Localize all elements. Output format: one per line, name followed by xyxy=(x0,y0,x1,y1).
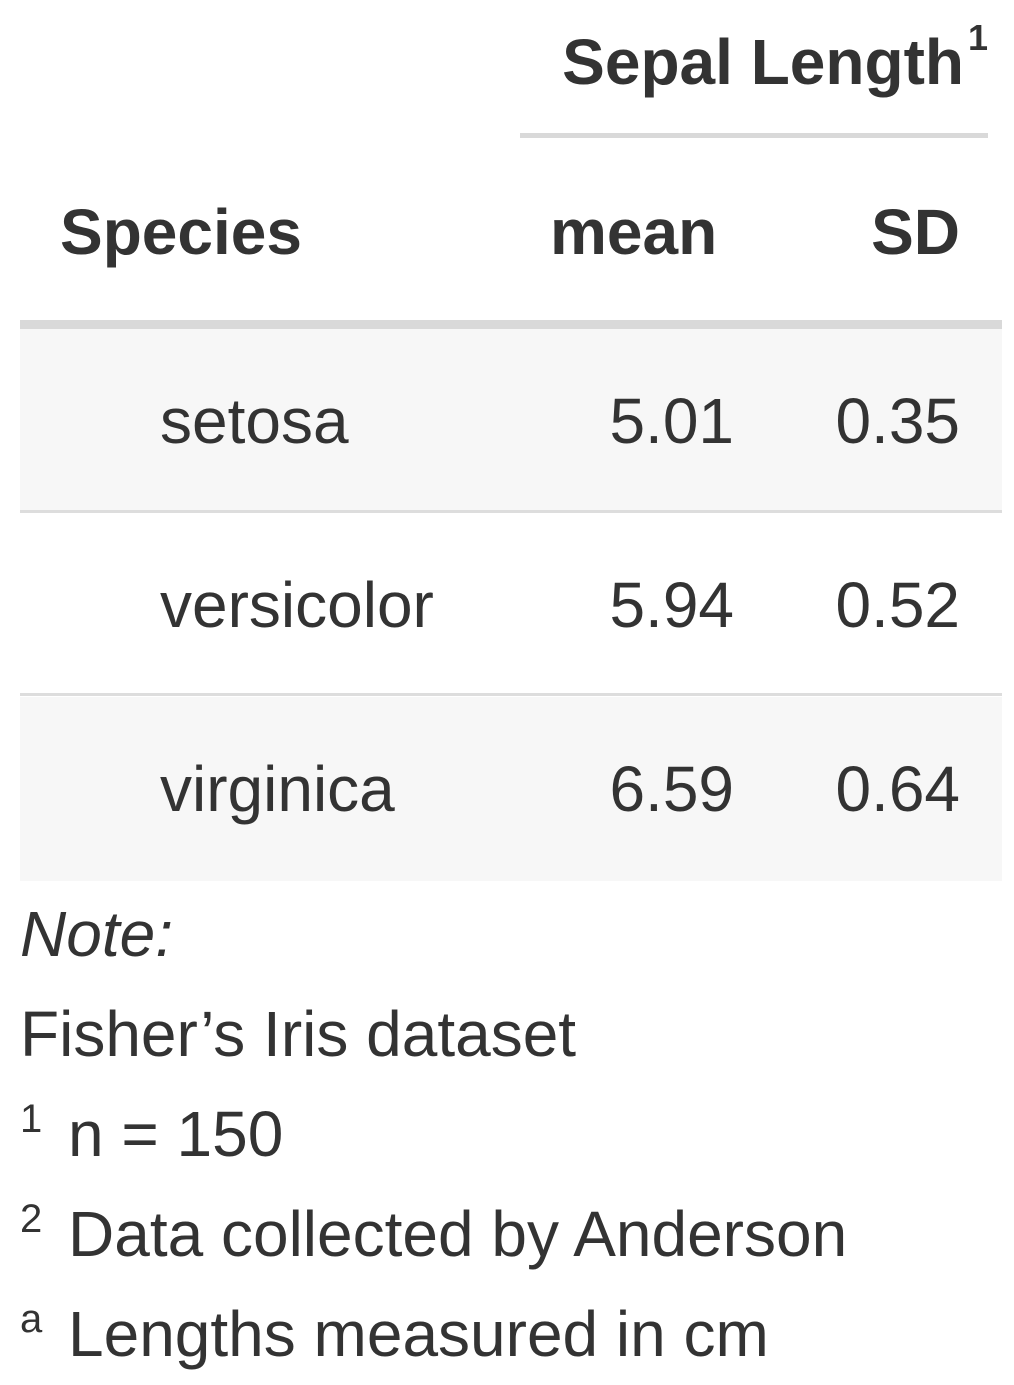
footnote-text: Data collected by Anderson xyxy=(68,1198,848,1270)
sd-cell: 0.35 xyxy=(835,385,960,457)
footnote-mark: 1 xyxy=(20,1097,43,1141)
row-divider xyxy=(20,510,1002,513)
footnote: 1 n = 150 xyxy=(20,1092,283,1185)
row-divider xyxy=(20,693,1002,696)
footnote-mark: 2 xyxy=(20,1197,43,1241)
column-spanner: Sepal Length 1 xyxy=(520,17,988,114)
spanner-footnote-mark: 1 xyxy=(967,17,988,58)
table-row: setosa 5.01 0.35 xyxy=(20,329,1002,513)
note-text: Fisher’s Iris dataset xyxy=(20,998,577,1070)
spanner-label: Sepal Length xyxy=(562,26,964,98)
species-cell: virginica xyxy=(160,753,395,825)
footnote-text: Lengths measured in cm xyxy=(68,1298,769,1370)
footnote: 2 Data collected by Anderson xyxy=(20,1192,847,1285)
spanner-rule xyxy=(520,133,988,138)
footnote-text: n = 150 xyxy=(68,1098,284,1170)
table-row: virginica 6.59 0.64 xyxy=(20,697,1002,881)
sd-cell: 0.64 xyxy=(835,753,960,825)
mean-cell: 5.01 xyxy=(609,385,734,457)
column-header-species: Species xyxy=(60,196,302,268)
species-cell: versicolor xyxy=(160,569,434,641)
header-rule xyxy=(20,320,1002,329)
mean-cell: 6.59 xyxy=(609,753,734,825)
footnote-mark: a xyxy=(20,1297,43,1341)
column-header-sd: SD xyxy=(871,196,960,268)
column-header-mean: mean xyxy=(550,196,718,268)
footnote: a Lengths measured in cm xyxy=(20,1292,769,1385)
note-label: Note: xyxy=(20,898,173,970)
species-cell: setosa xyxy=(160,385,349,457)
table-row: versicolor 5.94 0.52 xyxy=(20,513,1002,697)
mean-cell: 5.94 xyxy=(609,569,734,641)
sd-cell: 0.52 xyxy=(835,569,960,641)
